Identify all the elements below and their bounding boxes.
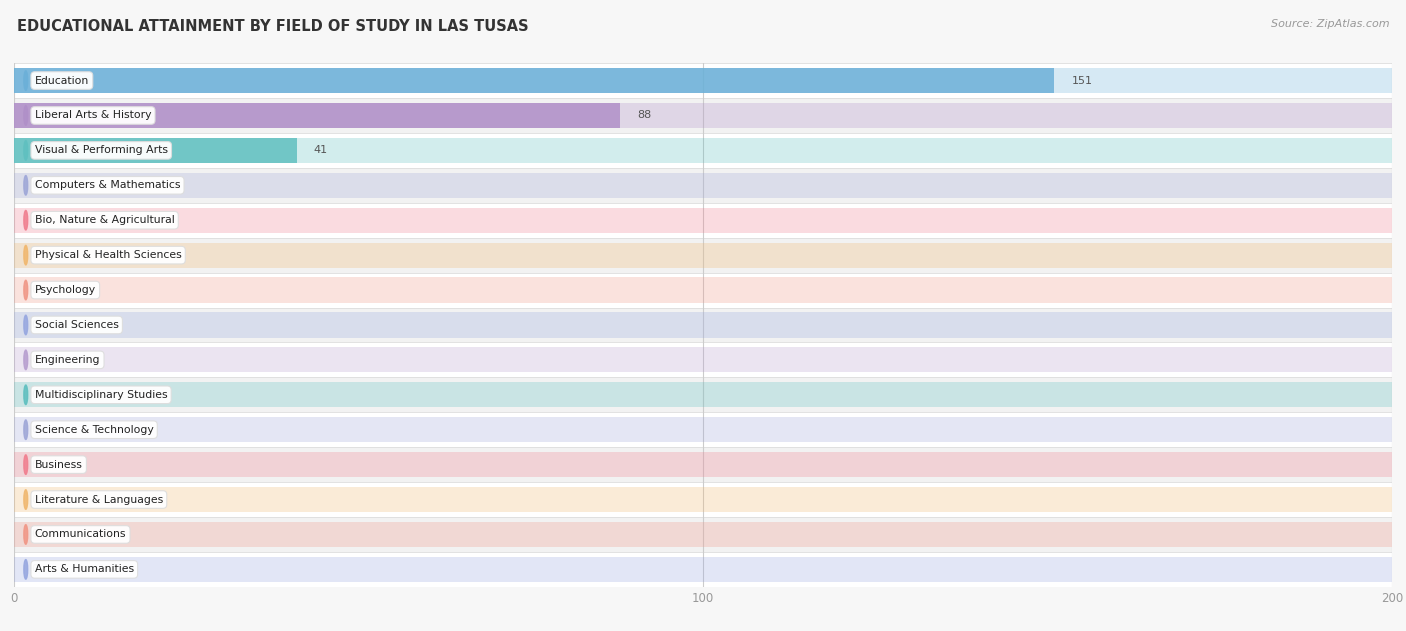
Text: 0: 0 [31,529,38,540]
Bar [14,103,1392,128]
Bar [14,517,1392,552]
Circle shape [24,175,28,195]
Text: Science & Technology: Science & Technology [35,425,153,435]
Text: Computers & Mathematics: Computers & Mathematics [35,180,180,191]
Text: 0: 0 [31,390,38,400]
Text: Source: ZipAtlas.com: Source: ZipAtlas.com [1271,19,1389,29]
Text: Engineering: Engineering [35,355,100,365]
Circle shape [24,71,28,90]
Bar [14,138,297,163]
Text: 88: 88 [637,110,652,121]
Circle shape [24,525,28,544]
Circle shape [24,141,28,160]
Text: Physical & Health Sciences: Physical & Health Sciences [35,250,181,260]
Text: 0: 0 [31,180,38,191]
Bar [14,487,1392,512]
Text: Multidisciplinary Studies: Multidisciplinary Studies [35,390,167,400]
Bar [14,238,1392,273]
Text: 0: 0 [31,495,38,505]
Bar [14,98,1392,133]
Text: Literature & Languages: Literature & Languages [35,495,163,505]
Text: 0: 0 [31,320,38,330]
Text: Bio, Nature & Agricultural: Bio, Nature & Agricultural [35,215,174,225]
Text: 0: 0 [31,459,38,469]
Text: Social Sciences: Social Sciences [35,320,118,330]
Bar [14,343,1392,377]
Text: 0: 0 [31,285,38,295]
Circle shape [24,106,28,125]
Bar [14,278,1392,303]
Bar [14,203,1392,238]
Text: Communications: Communications [35,529,127,540]
Bar [14,552,1392,587]
Bar [14,452,1392,477]
Bar [14,382,1392,408]
Circle shape [24,245,28,265]
Text: 0: 0 [31,355,38,365]
Bar [14,273,1392,307]
Bar [14,522,1392,547]
Text: Liberal Arts & History: Liberal Arts & History [35,110,152,121]
Bar [14,312,1392,338]
Circle shape [24,490,28,509]
Text: 0: 0 [31,215,38,225]
Bar [14,307,1392,343]
Bar [14,377,1392,412]
Text: Arts & Humanities: Arts & Humanities [35,564,134,574]
Bar [14,417,1392,442]
Bar [14,208,1392,233]
Bar [14,347,1392,372]
Bar [14,412,1392,447]
Text: 151: 151 [1071,76,1092,86]
Text: 0: 0 [31,564,38,574]
Text: 0: 0 [31,425,38,435]
Bar [14,133,1392,168]
Circle shape [24,560,28,579]
Circle shape [24,420,28,439]
Bar [14,68,1392,93]
Text: Psychology: Psychology [35,285,96,295]
Bar [14,168,1392,203]
Bar [14,103,620,128]
Circle shape [24,455,28,475]
Bar [14,173,1392,198]
Text: Visual & Performing Arts: Visual & Performing Arts [35,145,167,155]
Circle shape [24,280,28,300]
Text: 0: 0 [31,250,38,260]
Bar [14,242,1392,268]
Circle shape [24,385,28,404]
Text: 41: 41 [314,145,328,155]
Circle shape [24,211,28,230]
Text: Business: Business [35,459,83,469]
Bar [14,482,1392,517]
Text: EDUCATIONAL ATTAINMENT BY FIELD OF STUDY IN LAS TUSAS: EDUCATIONAL ATTAINMENT BY FIELD OF STUDY… [17,19,529,34]
Bar [14,63,1392,98]
Bar [14,138,1392,163]
Bar [14,557,1392,582]
Bar [14,447,1392,482]
Bar [14,68,1054,93]
Circle shape [24,350,28,370]
Text: Education: Education [35,76,89,86]
Circle shape [24,316,28,334]
